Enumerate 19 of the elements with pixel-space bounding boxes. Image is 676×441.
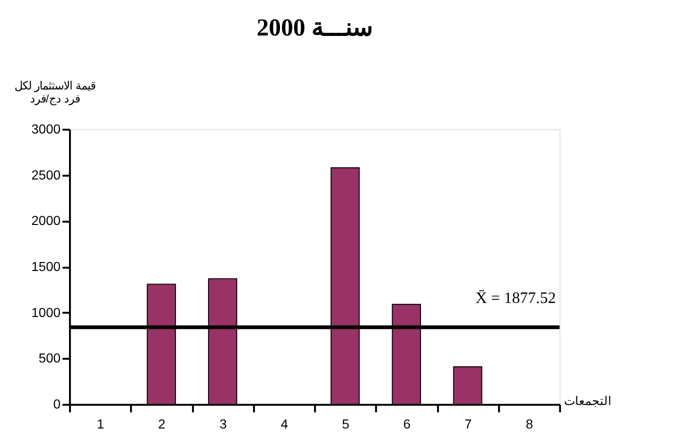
x-tick-label: 6 [403, 416, 411, 432]
x-tick-label: 7 [464, 416, 472, 432]
x-tick-label: 1 [96, 416, 104, 432]
y-tick-label: 0 [53, 396, 61, 412]
annotation: X̄ = 1877.52 [475, 290, 556, 307]
y-tick-label: 2000 [31, 213, 61, 228]
chart-title: سنـــة 2000 [256, 14, 372, 42]
x-tick-label: 8 [526, 416, 534, 432]
y-tick-label: 2500 [31, 167, 61, 182]
y-tick-label: 500 [38, 350, 61, 366]
y-axis-title: قيمة الاستثمار لكل فرد دج/فرد [14, 80, 96, 106]
x-axis-title: التجمعات [564, 394, 611, 408]
x-tick-label: 4 [280, 416, 288, 432]
y-tick-label: 1000 [31, 304, 61, 320]
y-tick-label: 1500 [31, 259, 61, 274]
x-tick-label: 3 [219, 416, 227, 432]
x-tick-label: 2 [158, 416, 166, 432]
x-tick-label: 5 [342, 416, 350, 432]
y-tick-label: 3000 [31, 121, 61, 136]
